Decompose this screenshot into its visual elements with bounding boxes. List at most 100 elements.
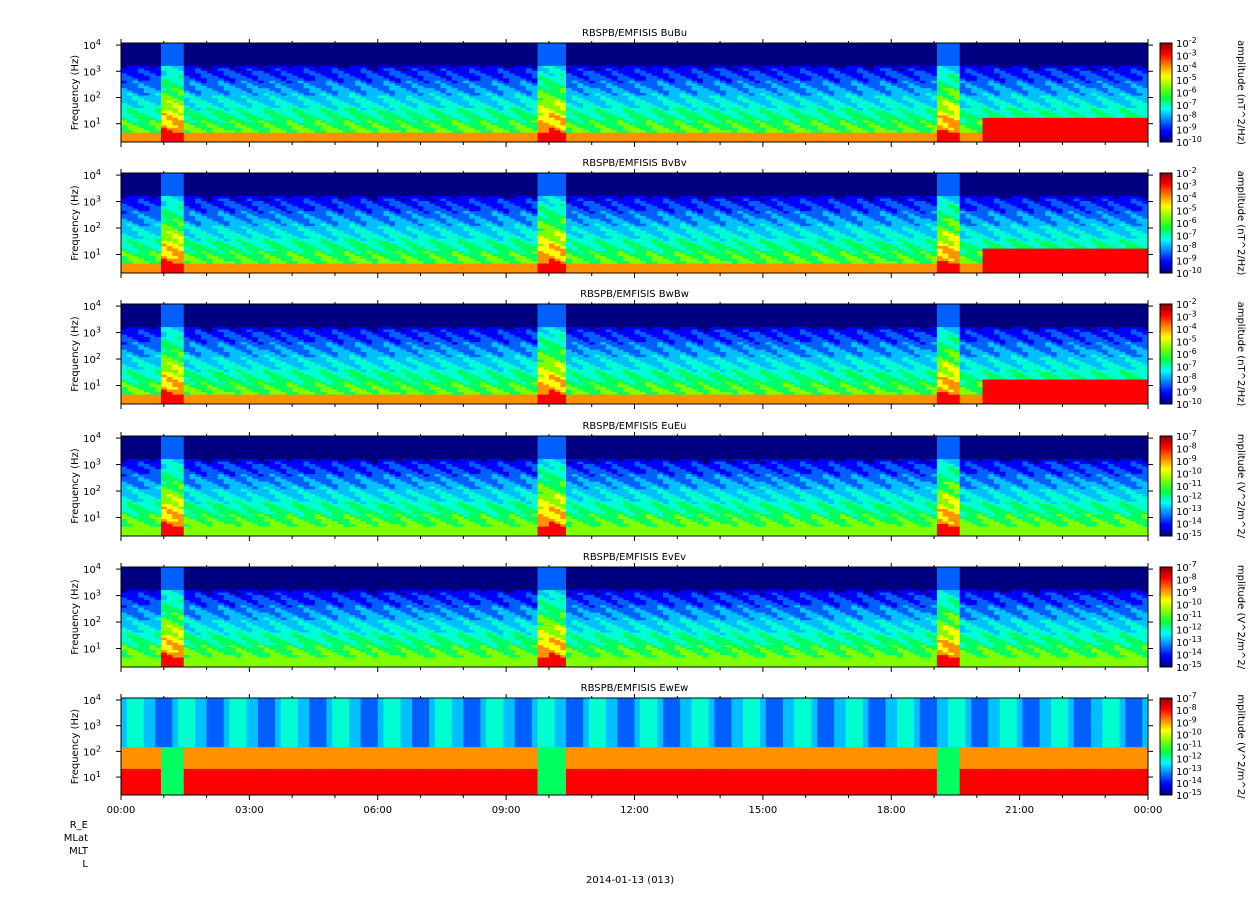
spectrogram-cell [548, 75, 556, 79]
spectrogram-cell [343, 97, 350, 101]
spectrogram-cell [332, 114, 339, 118]
spectrogram-cell [451, 45, 459, 49]
spectrogram-cell [560, 72, 567, 76]
spectrogram-cell [548, 67, 556, 71]
spectrogram-cell [229, 62, 236, 66]
spectrogram-cell [474, 85, 482, 89]
spectrogram-cell [343, 50, 350, 54]
spectrogram-cell [754, 92, 761, 96]
spectrogram-cell [645, 97, 653, 101]
spectrogram-cell [337, 50, 345, 54]
spectrogram-cell [217, 47, 225, 52]
spectrogram-cell [680, 112, 687, 116]
spectrogram-cell [314, 62, 322, 66]
spectrogram-cell [760, 77, 767, 81]
spectrogram-cell [469, 75, 476, 79]
spectrogram-cell [372, 119, 379, 123]
spectrogram-cell [309, 70, 316, 74]
spectrogram-cell [720, 127, 727, 131]
spectrogram-cell [680, 70, 687, 74]
spectrogram-cell [805, 90, 812, 94]
spectrogram-cell [811, 60, 818, 64]
spectrogram-cell [303, 85, 310, 89]
spectrogram-cell [491, 52, 499, 56]
spectrogram-cell [765, 65, 773, 69]
spectrogram-cell [200, 75, 208, 79]
spectrogram-cell [531, 67, 539, 71]
spectrogram-cell [337, 109, 345, 113]
spectrogram-cell [742, 62, 750, 66]
spectrogram-cell [645, 67, 653, 71]
spectrogram-cell [799, 104, 807, 108]
spectrogram-cell [292, 124, 299, 128]
spectrogram-cell [400, 50, 407, 54]
spectrogram-cell [822, 47, 830, 52]
spectrogram-cell [320, 80, 327, 84]
spectrogram-cell [246, 107, 253, 111]
spectrogram-cell [526, 47, 533, 52]
spectrogram-cell [121, 134, 128, 138]
spectrogram-cell [817, 77, 824, 81]
spectrogram-cell [577, 122, 584, 126]
spectrogram-cell [663, 104, 670, 108]
spectrogram-cell [286, 55, 293, 59]
spectrogram-cell [206, 75, 213, 79]
spectrogram-cell [252, 94, 259, 99]
spectrogram-cell [343, 70, 350, 74]
spectrogram-cell [520, 87, 527, 91]
spectrogram-cell [263, 139, 270, 142]
spectrogram-cell [297, 43, 305, 47]
spectrogram-cell [309, 107, 316, 111]
spectrogram-cell [292, 55, 299, 59]
spectrogram-cell [811, 85, 818, 89]
spectrogram-cell [605, 92, 613, 96]
spectrogram-cell [309, 137, 316, 141]
spectrogram-cell [548, 92, 556, 96]
spectrogram-cell [126, 75, 134, 79]
spectrogram-cell [474, 80, 482, 84]
spectrogram-cell [731, 114, 738, 118]
spectrogram-cell [668, 109, 676, 113]
spectrogram-cell [337, 134, 345, 138]
spectrogram-cell [440, 137, 447, 141]
spectrogram-cell [491, 57, 499, 61]
spectrogram-cell [235, 82, 242, 86]
spectrogram-cell [240, 85, 248, 89]
spectrogram-cell [611, 85, 618, 89]
spectrogram-cell [246, 87, 253, 91]
spectrogram-cell [674, 65, 681, 69]
spectrogram-cell [434, 97, 442, 101]
spectrogram-cell [794, 107, 801, 111]
spectrogram-cell [229, 122, 236, 126]
spectrogram-cell [822, 67, 830, 71]
spectrogram-cell [423, 119, 430, 123]
spectrogram-cell [349, 94, 356, 99]
spectrogram-cell [417, 72, 424, 76]
spectrogram-cell [457, 62, 464, 66]
spectrogram-cell [571, 102, 579, 106]
spectrogram-cell [423, 114, 430, 118]
spectrogram-cell [708, 129, 715, 133]
spectrogram-cell [149, 119, 156, 123]
spectrogram-cell [628, 75, 636, 79]
spectrogram-cell [332, 80, 339, 84]
spectrogram-cell [252, 104, 259, 108]
spectrogram-cell [811, 129, 818, 133]
spectrogram-cell [292, 72, 299, 76]
spectrogram-cell [166, 72, 173, 76]
spectrogram-cell [440, 122, 447, 126]
spectrogram-cell [252, 72, 259, 76]
spectrogram-cell [217, 62, 225, 66]
spectrogram-cell [754, 94, 761, 99]
spectrogram-cell [332, 75, 339, 79]
spectrogram-cell [731, 67, 738, 71]
spectrogram-cell [497, 47, 504, 52]
spectrogram-cell [206, 127, 213, 131]
spectrogram-cell [651, 114, 658, 118]
spectrogram-cell [360, 109, 367, 113]
spectrogram-cell [121, 127, 128, 131]
spectrogram-cell [469, 82, 476, 86]
spectrogram-cell [805, 97, 812, 101]
spectrogram-cell [657, 122, 664, 126]
spectrogram-cell [195, 134, 202, 138]
